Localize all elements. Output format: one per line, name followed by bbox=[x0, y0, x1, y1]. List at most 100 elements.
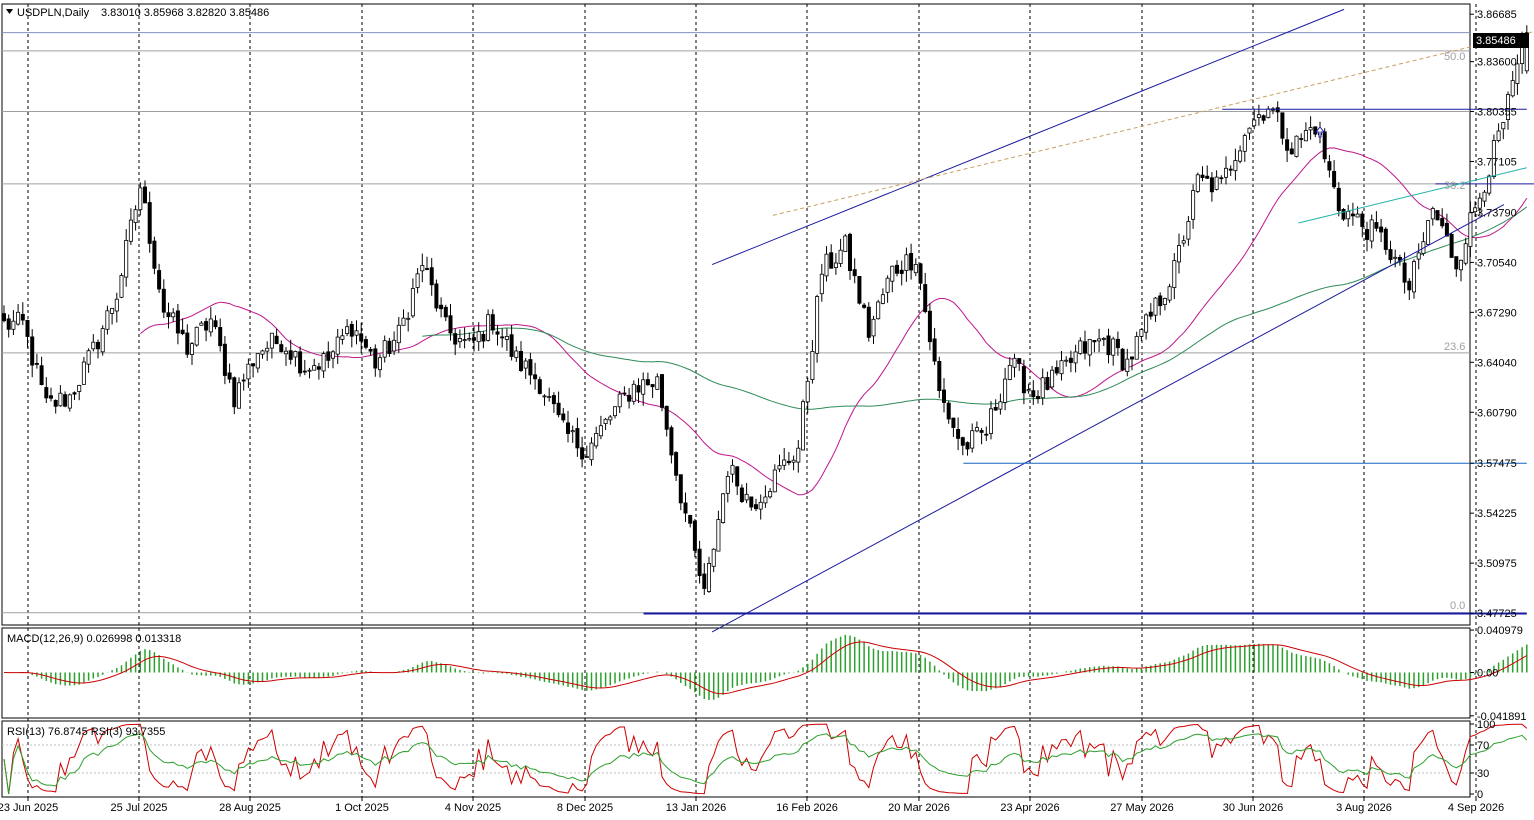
candle-bear bbox=[1449, 233, 1454, 258]
candle-bull bbox=[1266, 108, 1271, 118]
candle-bear bbox=[298, 351, 303, 374]
candle-bear bbox=[363, 339, 368, 348]
candle-bull bbox=[974, 427, 979, 432]
collapse-triangle-icon[interactable] bbox=[6, 9, 13, 14]
x-tick-label: 27 May 2026 bbox=[1110, 802, 1174, 814]
candle-bear bbox=[6, 318, 11, 330]
candle-bull bbox=[824, 253, 829, 277]
candle-bear bbox=[1205, 175, 1210, 179]
candle-bear bbox=[147, 202, 152, 244]
candle-bull bbox=[67, 394, 72, 409]
short-trend-line bbox=[1298, 167, 1527, 224]
candle-bear bbox=[166, 312, 171, 318]
candle-bull bbox=[269, 332, 274, 349]
candle-bull bbox=[260, 350, 265, 355]
y-tick-label: 3.50975 bbox=[1477, 558, 1517, 570]
x-tick-label: 4 Nov 2025 bbox=[445, 802, 501, 814]
candle-bull bbox=[871, 318, 876, 337]
candle-bear bbox=[34, 362, 39, 365]
candle-bear bbox=[537, 379, 542, 394]
candle-bull bbox=[467, 338, 472, 341]
candle-bear bbox=[829, 252, 834, 269]
candle-bull bbox=[730, 464, 735, 475]
candle-bull bbox=[81, 361, 86, 385]
candle-bull bbox=[838, 249, 843, 264]
candle-bull bbox=[594, 432, 599, 447]
candle-bull bbox=[293, 350, 298, 358]
candle-bull bbox=[542, 395, 547, 398]
candle-bull bbox=[782, 459, 787, 466]
candle-bear bbox=[368, 348, 373, 352]
candle-bear bbox=[636, 385, 641, 393]
candle-bull bbox=[876, 301, 881, 320]
candle-bear bbox=[749, 496, 754, 508]
candle-bull bbox=[1393, 256, 1398, 259]
candle-bear bbox=[857, 275, 862, 304]
candle-bull bbox=[523, 360, 528, 369]
candle-bull bbox=[410, 288, 415, 317]
candle-bear bbox=[932, 338, 937, 362]
candle-bull bbox=[321, 353, 326, 372]
candle-bear bbox=[152, 240, 157, 269]
candle-bull bbox=[100, 328, 105, 353]
candle-bear bbox=[566, 422, 571, 434]
candle-bull bbox=[114, 298, 119, 312]
candle-bull bbox=[772, 469, 777, 493]
candle-bull bbox=[246, 363, 251, 380]
candle-bull bbox=[415, 273, 420, 288]
candle-bear bbox=[1407, 280, 1412, 291]
candle-bear bbox=[852, 269, 857, 277]
candle-bear bbox=[960, 437, 965, 446]
y-tick-label: 3.77105 bbox=[1477, 156, 1517, 168]
moving-average-short bbox=[139, 147, 1528, 496]
candle-bull bbox=[815, 296, 820, 354]
moving-average-long bbox=[422, 206, 1528, 410]
candle-bull bbox=[707, 563, 712, 592]
candle-bear bbox=[580, 447, 585, 460]
candle-bear bbox=[984, 433, 989, 436]
y-tick-label: 3.67290 bbox=[1477, 307, 1517, 319]
candle-bull bbox=[801, 401, 806, 451]
candle-bear bbox=[373, 348, 378, 369]
candle-bull bbox=[1191, 190, 1196, 220]
time-axis: 23 Jun 2025 25 Jul 2025 28 Aug 2025 1 Oct 2… bbox=[0, 797, 1504, 814]
candle-bear bbox=[161, 288, 166, 313]
candle-bear bbox=[424, 268, 429, 270]
candle-bull bbox=[265, 347, 270, 352]
candle-bear bbox=[326, 351, 331, 361]
x-tick-label: 30 Jun 2026 bbox=[1223, 802, 1284, 814]
candle-bear bbox=[674, 452, 679, 476]
candle-bull bbox=[171, 312, 176, 318]
candle-bull bbox=[791, 459, 796, 463]
candle-bull bbox=[913, 263, 918, 274]
candle-bear bbox=[556, 402, 561, 416]
x-tick-label: 8 Dec 2025 bbox=[557, 802, 613, 814]
candle-bull bbox=[345, 326, 350, 334]
candle-bull bbox=[1252, 119, 1257, 127]
fib-label-0: 0.0 bbox=[1450, 600, 1465, 612]
candle-bear bbox=[1068, 357, 1073, 363]
candle-bull bbox=[1111, 338, 1116, 356]
candle-bull bbox=[598, 425, 603, 437]
candle-bull bbox=[392, 339, 397, 352]
candle-bull bbox=[1040, 377, 1045, 399]
candle-bull bbox=[570, 430, 575, 433]
candle-bear bbox=[1379, 226, 1384, 233]
candle-bear bbox=[448, 315, 453, 334]
candle-bull bbox=[641, 379, 646, 395]
candle-bear bbox=[44, 387, 49, 399]
candle-bull bbox=[1506, 94, 1511, 121]
candle-bull bbox=[1125, 358, 1130, 373]
candle-bull bbox=[476, 331, 481, 343]
candle-bull bbox=[721, 493, 726, 523]
y-tick-label: 3.83600 bbox=[1477, 57, 1517, 69]
candle-bull bbox=[1134, 336, 1139, 360]
candle-bear bbox=[1031, 390, 1036, 398]
candle-bear bbox=[434, 283, 439, 309]
candle-bear bbox=[1148, 311, 1153, 317]
candle-bull bbox=[1501, 122, 1506, 130]
candle-bear bbox=[622, 392, 627, 395]
y-tick-label: 3.47725 bbox=[1477, 608, 1517, 620]
macd-tick-label: 0.00 bbox=[1477, 667, 1498, 679]
candle-bull bbox=[1477, 197, 1482, 209]
